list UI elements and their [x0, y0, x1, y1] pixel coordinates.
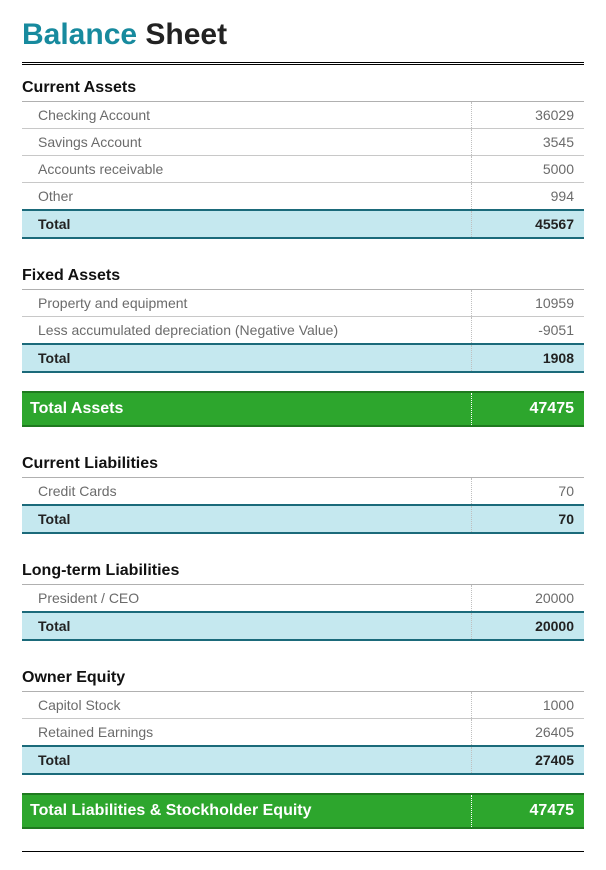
footer-rule [22, 851, 584, 852]
table-row: Savings Account 3545 [22, 129, 584, 156]
title-rest: Sheet [137, 18, 227, 51]
row-value: 1000 [472, 692, 584, 719]
row-value: 5000 [472, 156, 584, 183]
subtotal-value: 45567 [472, 210, 584, 238]
subtotal-label: Total [22, 505, 472, 533]
section-heading: Fixed Assets [22, 263, 584, 290]
table-row: Property and equipment 10959 [22, 290, 584, 317]
table-current-assets: Checking Account 36029 Savings Account 3… [22, 102, 584, 239]
subtotal-label: Total [22, 344, 472, 372]
title-rule [22, 62, 584, 65]
row-value: 26405 [472, 719, 584, 747]
table-fixed-assets: Property and equipment 10959 Less accumu… [22, 290, 584, 373]
table-row: Credit Cards 70 [22, 478, 584, 505]
row-label: Retained Earnings [22, 719, 472, 747]
subtotal-value: 1908 [472, 344, 584, 372]
grand-label: Total Assets [22, 392, 472, 426]
row-label: Checking Account [22, 102, 472, 129]
section-heading: Current Liabilities [22, 451, 584, 478]
table-row: Retained Earnings 26405 [22, 719, 584, 747]
table-owner-equity: Capitol Stock 1000 Retained Earnings 264… [22, 692, 584, 775]
subtotal-row: Total 20000 [22, 612, 584, 640]
grand-label: Total Liabilities & Stockholder Equity [22, 794, 472, 828]
row-value: 10959 [472, 290, 584, 317]
subtotal-row: Total 27405 [22, 746, 584, 774]
row-label: Capitol Stock [22, 692, 472, 719]
subtotal-row: Total 1908 [22, 344, 584, 372]
row-label: Savings Account [22, 129, 472, 156]
section-current-liabilities: Current Liabilities Credit Cards 70 Tota… [22, 451, 584, 534]
row-value: 3545 [472, 129, 584, 156]
subtotal-row: Total 45567 [22, 210, 584, 238]
subtotal-row: Total 70 [22, 505, 584, 533]
row-label: Property and equipment [22, 290, 472, 317]
table-longterm-liabilities: President / CEO 20000 Total 20000 [22, 585, 584, 641]
page-title: Balance Sheet [22, 18, 584, 52]
table-row: Less accumulated depreciation (Negative … [22, 317, 584, 345]
row-value: 70 [472, 478, 584, 505]
row-value: 36029 [472, 102, 584, 129]
subtotal-label: Total [22, 746, 472, 774]
subtotal-label: Total [22, 210, 472, 238]
table-row: Accounts receivable 5000 [22, 156, 584, 183]
section-fixed-assets: Fixed Assets Property and equipment 1095… [22, 263, 584, 373]
subtotal-label: Total [22, 612, 472, 640]
row-value: -9051 [472, 317, 584, 345]
grand-total-liab-equity: Total Liabilities & Stockholder Equity 4… [22, 793, 584, 829]
subtotal-value: 20000 [472, 612, 584, 640]
table-row: Capitol Stock 1000 [22, 692, 584, 719]
row-label: President / CEO [22, 585, 472, 612]
table-current-liabilities: Credit Cards 70 Total 70 [22, 478, 584, 534]
row-value: 994 [472, 183, 584, 211]
table-row: Checking Account 36029 [22, 102, 584, 129]
title-accent: Balance [22, 18, 137, 51]
row-label: Accounts receivable [22, 156, 472, 183]
grand-value: 47475 [472, 392, 584, 426]
row-label: Credit Cards [22, 478, 472, 505]
row-label: Less accumulated depreciation (Negative … [22, 317, 472, 345]
section-longterm-liabilities: Long-term Liabilities President / CEO 20… [22, 558, 584, 641]
table-row: President / CEO 20000 [22, 585, 584, 612]
section-heading: Current Assets [22, 75, 584, 102]
grand-total-assets: Total Assets 47475 [22, 391, 584, 427]
section-owner-equity: Owner Equity Capitol Stock 1000 Retained… [22, 665, 584, 775]
section-heading: Owner Equity [22, 665, 584, 692]
row-label: Other [22, 183, 472, 211]
section-heading: Long-term Liabilities [22, 558, 584, 585]
section-current-assets: Current Assets Checking Account 36029 Sa… [22, 75, 584, 239]
subtotal-value: 27405 [472, 746, 584, 774]
row-value: 20000 [472, 585, 584, 612]
table-row: Other 994 [22, 183, 584, 211]
grand-value: 47475 [472, 794, 584, 828]
subtotal-value: 70 [472, 505, 584, 533]
